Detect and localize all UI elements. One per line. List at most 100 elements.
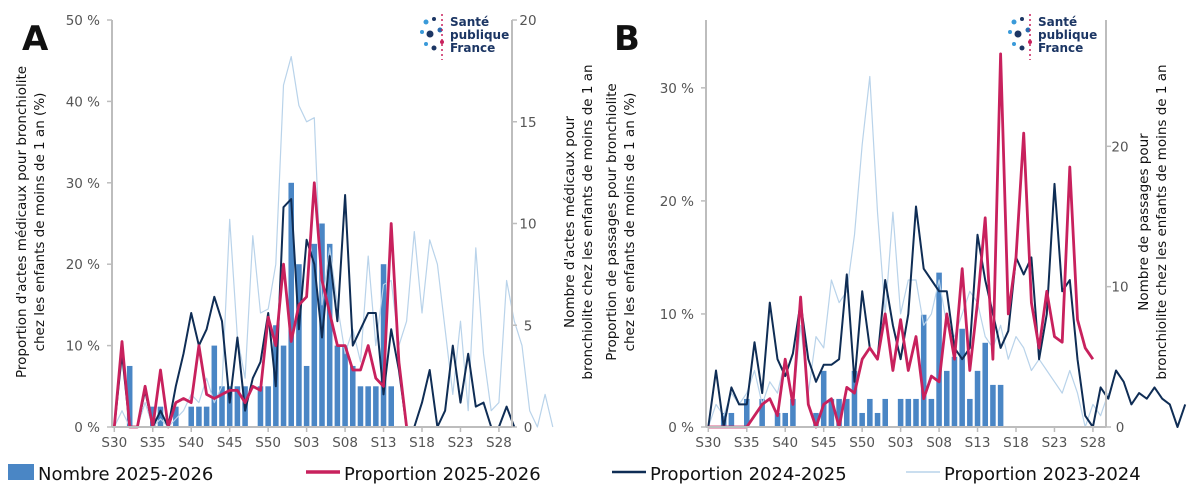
bar-nombre-2025-2026 — [728, 412, 735, 427]
bar-nombre-2025-2026 — [296, 264, 302, 427]
panel-b-ylabel-left-line2: chez les enfants de moins de 1 an (%) — [622, 93, 638, 352]
panel-a-ylabel-right-line2: bronchiolite chez les enfants de moins d… — [580, 64, 596, 379]
panel-a: A 0 % 10 % 20 % 30 % 40 % 50 % 0 5 10 15 20 S30 S35 S… — [14, 13, 596, 451]
logo-dot — [1014, 30, 1022, 38]
bar-nombre-2025-2026 — [388, 386, 394, 427]
x-tick-label: S50 — [849, 435, 875, 451]
panel-a-letter: A — [22, 19, 49, 59]
legend: Nombre 2025-2026 Proportion 2025-2026 Prop… — [8, 464, 1141, 485]
bar-nombre-2025-2026 — [928, 398, 935, 427]
x-tick-label: S40 — [178, 435, 204, 451]
logo-text-line: France — [1038, 41, 1083, 55]
logo-dot — [1008, 30, 1012, 34]
logo-dot — [440, 40, 444, 44]
right-tick-label: 0 — [1116, 420, 1125, 436]
panel-b: B 0 % 10 % 20 % 30 % 0 10 20 S30 S35 S40 S45 S50 S03… — [604, 14, 1187, 451]
left-tick-label: 30 % — [660, 81, 694, 97]
bar-nombre-2025-2026 — [936, 272, 942, 427]
bar-nombre-2025-2026 — [951, 356, 958, 427]
bar-nombre-2025-2026 — [319, 223, 325, 427]
bar-nombre-2025-2026 — [257, 386, 264, 427]
left-tick-label: 50 % — [66, 13, 100, 29]
x-tick-label: S23 — [1042, 435, 1068, 451]
legend-label: Proportion 2023-2024 — [944, 464, 1141, 485]
left-tick-label: 10 % — [66, 339, 100, 355]
left-tick-label: 20 % — [660, 194, 694, 210]
bar-nombre-2025-2026 — [357, 386, 364, 427]
bar-nombre-2025-2026 — [944, 370, 950, 427]
bar-nombre-2025-2026 — [744, 398, 750, 427]
bar-nombre-2025-2026 — [759, 398, 765, 427]
bar-nombre-2025-2026 — [203, 406, 210, 427]
panel-b-ylabel-right-line1: Nombre de passages pour — [1136, 133, 1152, 311]
series-line-proportion-2025-2026 — [708, 52, 1095, 429]
logo-text-line: France — [450, 41, 495, 55]
bar-nombre-2025-2026 — [365, 386, 371, 427]
series-line-proportion-2023-2024 — [113, 55, 554, 428]
series-line-proportion-2025-2026 — [112, 181, 408, 429]
bar-nombre-2025-2026 — [196, 406, 202, 427]
x-tick-label: S35 — [734, 435, 760, 451]
bar-nombre-2025-2026 — [157, 406, 164, 427]
logo-dot — [1011, 19, 1017, 25]
bar-nombre-2025-2026 — [303, 365, 310, 427]
bar-nombre-2025-2026 — [874, 412, 881, 427]
bar-nombre-2025-2026 — [774, 412, 781, 427]
bar-nombre-2025-2026 — [380, 264, 387, 427]
x-tick-label: S23 — [448, 435, 474, 451]
bar-nombre-2025-2026 — [226, 386, 233, 427]
x-tick-label: S08 — [926, 435, 952, 451]
panel-a-ylabel-left-line1: Proportion d'actes médicaux pour bronchi… — [14, 66, 30, 378]
logo-text-line: Santé — [1038, 15, 1077, 29]
bar-nombre-2025-2026 — [851, 370, 858, 427]
x-tick-label: S28 — [1080, 435, 1106, 451]
x-tick-label: S30 — [101, 435, 127, 451]
x-tick-label: S08 — [332, 435, 358, 451]
logo-dot — [431, 45, 437, 51]
x-tick-label: S45 — [217, 435, 243, 451]
bar-nombre-2025-2026 — [350, 365, 356, 427]
bar-nombre-2025-2026 — [326, 243, 333, 427]
logo-dot — [1020, 17, 1024, 21]
bar-nombre-2025-2026 — [311, 243, 318, 427]
bar-nombre-2025-2026 — [173, 406, 179, 427]
bar-nombre-2025-2026 — [211, 345, 218, 427]
right-tick-label: 5 — [524, 318, 533, 334]
logo-dot — [432, 17, 436, 21]
bar-nombre-2025-2026 — [974, 370, 981, 427]
bar-nombre-2025-2026 — [790, 398, 796, 427]
bar-nombre-2025-2026 — [820, 370, 827, 427]
bar-nombre-2025-2026 — [867, 398, 873, 427]
bar-nombre-2025-2026 — [234, 386, 241, 427]
x-tick-label: S30 — [695, 435, 721, 451]
right-tick-label: 15 — [519, 115, 536, 131]
right-tick-label: 10 — [519, 217, 536, 233]
bar-nombre-2025-2026 — [913, 398, 919, 427]
x-tick-label: S13 — [371, 435, 397, 451]
left-tick-label: 20 % — [66, 257, 100, 273]
logo-text-line: publique — [450, 28, 509, 42]
bar-nombre-2025-2026 — [126, 365, 133, 427]
logo-dot — [424, 42, 428, 46]
logo-text-line: publique — [1038, 28, 1097, 42]
bar-nombre-2025-2026 — [997, 384, 1004, 427]
bar-nombre-2025-2026 — [280, 345, 287, 427]
x-tick-label: S03 — [294, 435, 320, 451]
x-tick-label: S40 — [772, 435, 798, 451]
logo-dot — [423, 19, 429, 25]
series-line-proportion-2024-2025 — [113, 194, 516, 428]
legend-label: Proportion 2025-2026 — [344, 464, 541, 485]
x-tick-label: S18 — [409, 435, 435, 451]
right-tick-label: 20 — [1111, 139, 1128, 155]
bar-nombre-2025-2026 — [897, 398, 904, 427]
x-tick-label: S45 — [811, 435, 837, 451]
left-tick-label: 10 % — [660, 307, 694, 323]
bar-nombre-2025-2026 — [882, 398, 888, 427]
legend-label: Nombre 2025-2026 — [38, 464, 213, 485]
legend-swatch-bar — [8, 464, 34, 480]
logo-dot — [1028, 40, 1032, 44]
bar-nombre-2025-2026 — [920, 314, 927, 427]
bar-nombre-2025-2026 — [219, 386, 225, 427]
